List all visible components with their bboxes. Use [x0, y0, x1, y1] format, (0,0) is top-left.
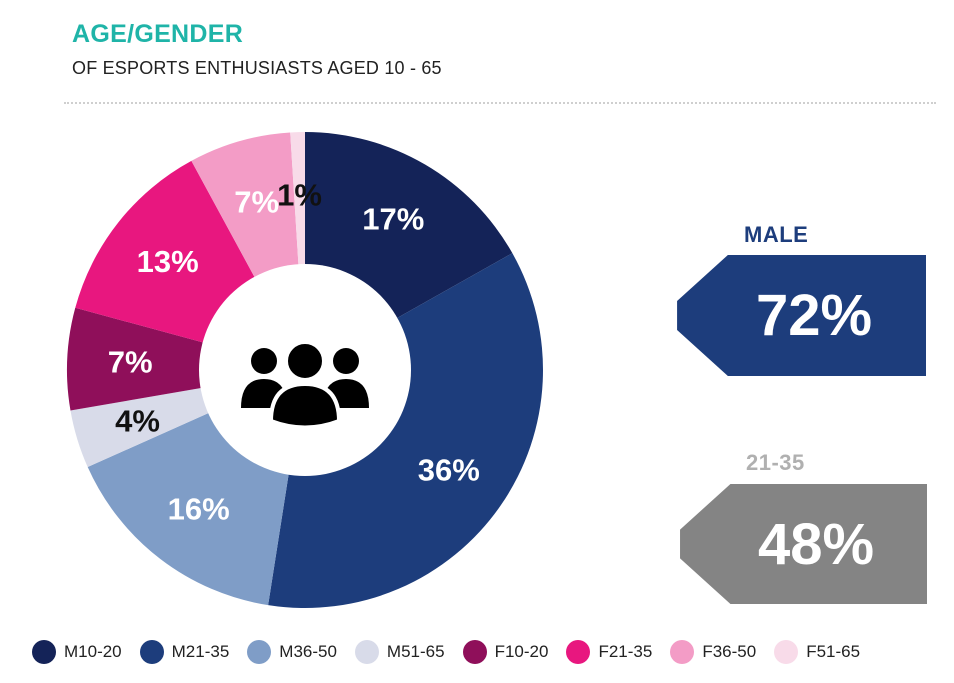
legend-swatch	[139, 640, 164, 664]
slice-label-m10-20: 17%	[362, 201, 424, 236]
male-callout: 72%	[677, 255, 926, 376]
slice-f51-65	[290, 132, 305, 267]
group-of-people-icon	[241, 340, 369, 430]
dotted-divider	[64, 102, 936, 104]
legend-item-f10-20: F10-20	[462, 640, 549, 664]
slice-label-f21-35: 13%	[137, 244, 199, 279]
slice-label-m21-35: 36%	[418, 452, 480, 487]
slice-label-f51-65: 1%	[277, 178, 322, 213]
slice-label-f10-20: 7%	[108, 344, 153, 379]
slice-m51-65	[70, 387, 211, 468]
slice-m10-20	[305, 132, 513, 319]
legend-swatch	[354, 640, 379, 664]
male-label: MALE	[744, 222, 809, 247]
legend-item-f36-50: F36-50	[670, 640, 756, 664]
legend-swatch	[670, 640, 695, 664]
slice-m21-35	[268, 253, 544, 608]
legend-label: F21-35	[598, 642, 653, 661]
donut-chart: 17%36%16%4%7%13%7%1%	[67, 132, 544, 608]
age-group-label: 21-35	[746, 450, 805, 475]
slice-label-m36-50: 16%	[168, 491, 230, 526]
legend-item-m21-35: M21-35	[139, 640, 230, 664]
slice-f10-20	[67, 307, 205, 411]
legend-swatch	[566, 640, 591, 664]
legend-swatch	[462, 640, 487, 664]
donut-slice-labels: 17%36%16%4%7%13%7%1%	[108, 178, 480, 527]
legend-swatch	[32, 640, 56, 664]
legend-label: F36-50	[702, 642, 757, 661]
male-percentage: 72%	[755, 283, 873, 348]
legend-item-m36-50: M36-50	[247, 640, 337, 664]
donut-slices	[67, 132, 544, 608]
age-group-callout: 48%	[680, 484, 927, 604]
slice-label-m51-65: 4%	[115, 403, 160, 438]
legend-item-f21-35: F21-35	[566, 640, 652, 664]
legend-label: M51-65	[386, 642, 445, 661]
legend-swatch	[774, 640, 799, 664]
slice-f21-35	[75, 160, 256, 343]
slice-f36-50	[191, 132, 299, 279]
legend-label: M36-50	[279, 642, 337, 661]
slice-m36-50	[87, 412, 289, 606]
legend-label: F51-65	[806, 642, 861, 661]
legend: M10-20 M21-35 M36-50 M51-65 F10-20 F21-35 F36-…	[32, 640, 878, 664]
legend-item-f51-65: F51-65	[774, 640, 860, 664]
legend-label: F10-20	[494, 642, 549, 661]
legend-item-m51-65: M51-65	[354, 640, 445, 664]
chart-title: AGE/GENDER	[72, 20, 244, 48]
chart-subtitle: OF ESPORTS ENTHUSIASTS AGED 10 - 65	[72, 58, 442, 78]
legend-label: M10-20	[64, 642, 122, 661]
age-group-percentage: 48%	[757, 511, 875, 577]
legend-label: M21-35	[171, 642, 230, 661]
legend-item-m10-20: M10-20	[32, 640, 122, 664]
slice-label-f36-50: 7%	[234, 184, 279, 219]
legend-swatch	[247, 640, 272, 664]
